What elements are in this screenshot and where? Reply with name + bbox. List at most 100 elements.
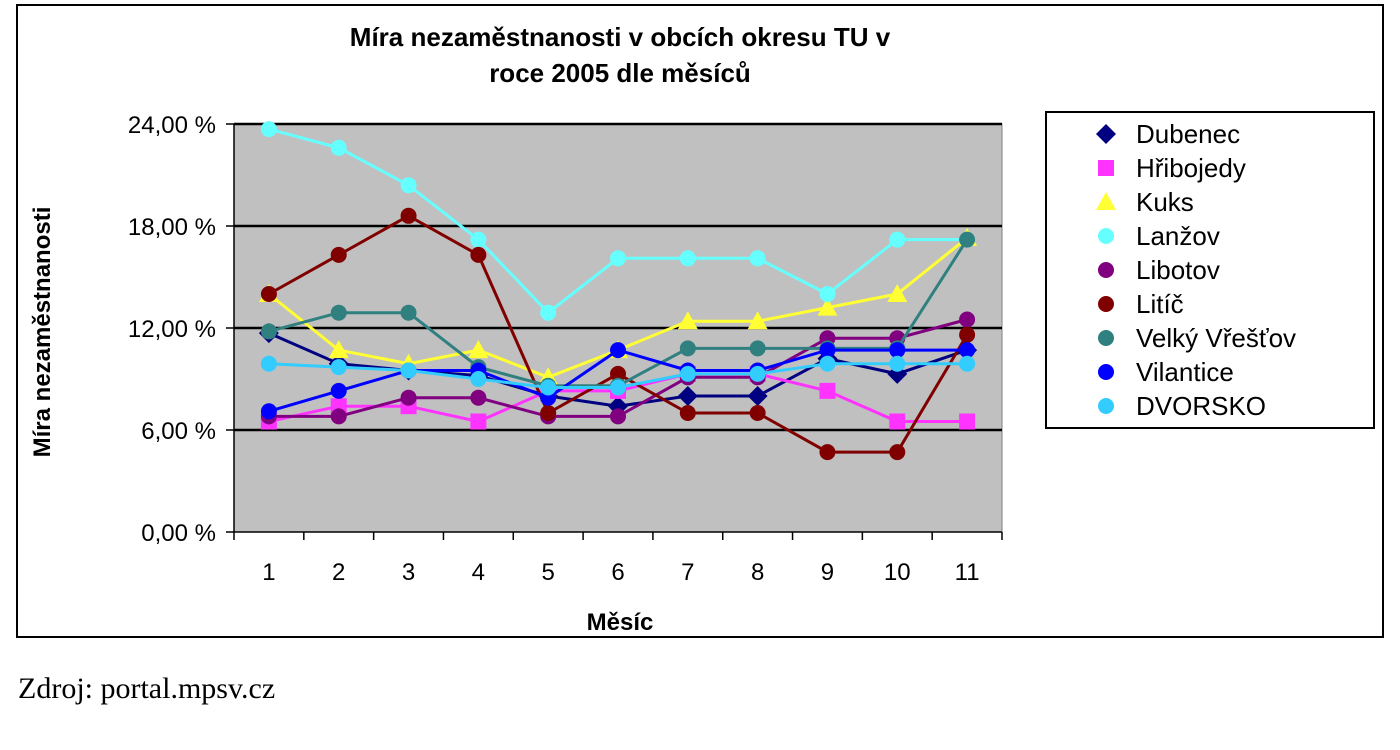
legend-item: Hřibojedy (1098, 153, 1246, 183)
legend-marker (1096, 192, 1116, 210)
data-point (819, 355, 836, 372)
data-point (679, 340, 696, 357)
data-point (540, 405, 557, 421)
series-6 (260, 207, 976, 461)
data-point (887, 284, 908, 302)
data-point (330, 382, 347, 399)
data-point (470, 246, 487, 263)
data-point (328, 340, 349, 359)
legend-marker (1098, 296, 1114, 312)
x-tick-label: 3 (402, 559, 415, 586)
legend-marker (1096, 124, 1116, 144)
legend-label: Vilantice (1136, 357, 1234, 387)
legend-label: DVORSKO (1136, 391, 1266, 421)
data-point (889, 444, 906, 461)
data-point (610, 365, 626, 382)
data-point (749, 365, 766, 382)
data-point (260, 121, 277, 138)
y-tick-label: 24,00 % (128, 112, 216, 139)
legend-item: Kuks (1096, 187, 1194, 217)
x-tick-label: 2 (332, 559, 345, 586)
data-point (470, 389, 487, 406)
data-point (819, 444, 836, 461)
data-point (330, 304, 347, 321)
y-tick-label: 6,00 % (141, 418, 216, 445)
y-tick-label: 0,00 % (141, 520, 216, 547)
legend-marker (1098, 398, 1114, 414)
legend-item: Libotov (1098, 255, 1220, 285)
legend-marker (1098, 330, 1114, 346)
legend-label: Kuks (1136, 187, 1194, 217)
data-point (330, 359, 347, 376)
data-point (470, 231, 487, 248)
line-chart: Míra nezaměstnanosti v obcích okresu TU … (16, 4, 1384, 638)
y-tick-label: 12,00 % (128, 316, 216, 343)
data-point (889, 355, 906, 372)
data-point (749, 405, 766, 421)
data-point (819, 382, 836, 399)
data-point (959, 231, 976, 248)
data-point (400, 304, 417, 321)
data-point (470, 371, 487, 387)
data-point (749, 250, 766, 267)
legend-label: Hřibojedy (1136, 153, 1246, 183)
legend-item: Vilantice (1098, 357, 1234, 387)
source-note: Zdroj: portal.mpsv.cz (18, 672, 276, 705)
legend-item: DVORSKO (1098, 391, 1266, 421)
data-point (260, 355, 277, 372)
data-point (959, 355, 976, 372)
data-point (260, 323, 277, 340)
data-point (747, 311, 768, 330)
data-point (679, 250, 696, 267)
y-axis-label: Míra nezaměstnanosti (29, 207, 56, 458)
data-point (610, 250, 626, 267)
data-point (959, 413, 976, 430)
data-point (610, 379, 626, 396)
x-tick-label: 11 (955, 559, 980, 586)
x-tick-label: 4 (472, 559, 485, 586)
data-point (400, 389, 417, 406)
data-point (889, 413, 906, 430)
x-tick-label: 7 (681, 559, 694, 586)
data-point (260, 286, 277, 302)
data-point (819, 342, 836, 359)
data-point (959, 311, 976, 328)
legend-marker (1098, 364, 1114, 380)
series-9 (260, 355, 976, 396)
data-point (540, 379, 557, 396)
legend-item: Velký Vřešťov (1098, 323, 1296, 353)
data-point (470, 413, 487, 430)
x-tick-label: 10 (884, 559, 911, 586)
data-point (330, 246, 347, 263)
data-point (679, 365, 696, 382)
data-point (819, 286, 836, 302)
data-point (889, 342, 906, 359)
legend-item: Litíč (1098, 289, 1184, 319)
x-axis-label: Měsíc (587, 609, 654, 636)
data-point (330, 408, 347, 425)
legend-marker (1098, 228, 1114, 244)
legend-marker (1098, 262, 1114, 278)
x-tick-label: 8 (751, 559, 764, 586)
legend-item: Lanžov (1098, 221, 1220, 251)
chart-title-line-1: Míra nezaměstnanosti v obcích okresu TU … (350, 22, 891, 52)
legend-label: Dubenec (1136, 119, 1240, 149)
legend: Dubenec Hřibojedy Kuks Lanžov Libotov Litíč Ve… (1045, 111, 1375, 429)
data-point (610, 408, 626, 425)
data-point (260, 403, 277, 420)
legend-marker (1098, 160, 1114, 176)
legend-label: Libotov (1136, 255, 1220, 285)
data-point (468, 340, 489, 359)
data-point (889, 231, 906, 248)
data-point (677, 311, 698, 330)
data-point (540, 304, 557, 321)
data-point (749, 340, 766, 357)
data-point (330, 139, 347, 156)
data-point (610, 342, 626, 359)
data-point (959, 342, 976, 359)
data-point (959, 326, 976, 343)
data-point (679, 405, 696, 421)
chart-frame: Míra nezaměstnanosti v obcích okresu TU … (16, 4, 1384, 638)
data-point (677, 386, 698, 406)
data-point (400, 362, 417, 379)
